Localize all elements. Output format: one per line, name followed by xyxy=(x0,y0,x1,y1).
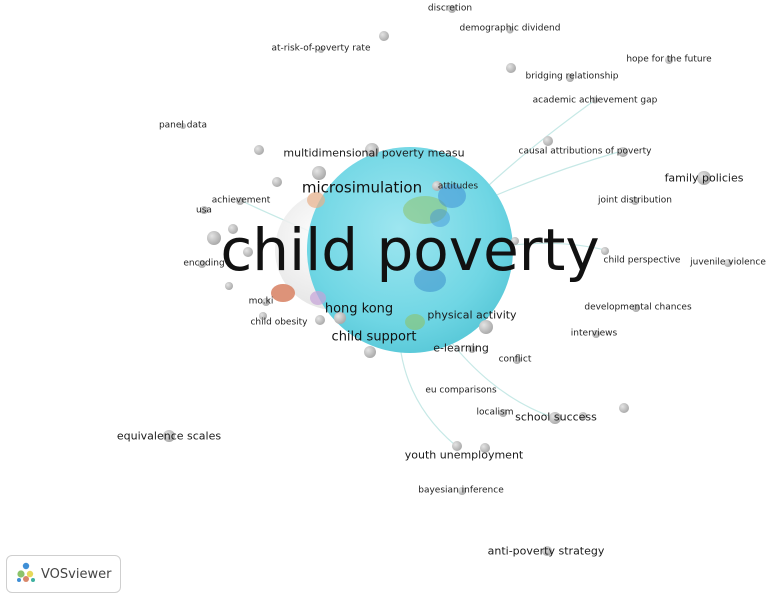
term-node xyxy=(207,231,221,245)
term-node xyxy=(163,430,175,442)
term-label[interactable]: multidimensional poverty measu xyxy=(283,146,465,160)
term-label[interactable]: physical activity xyxy=(427,308,517,322)
term-node xyxy=(198,260,206,268)
term-node xyxy=(479,320,493,334)
term-node xyxy=(619,403,629,413)
term-node xyxy=(542,546,552,556)
gray-nodes xyxy=(163,5,732,556)
blue-cluster-node xyxy=(430,209,450,227)
term-node xyxy=(618,147,628,157)
term-label[interactable]: panel data xyxy=(158,120,208,131)
term-node xyxy=(724,259,732,267)
term-node xyxy=(243,247,253,257)
blue-cluster-node xyxy=(414,268,446,292)
term-node xyxy=(631,197,639,205)
term-label[interactable]: mo.ki xyxy=(248,296,274,307)
term-node xyxy=(259,312,267,320)
term-label[interactable]: attitudes xyxy=(437,181,479,192)
term-node xyxy=(506,63,516,73)
term-label[interactable]: child obesity xyxy=(250,317,308,328)
term-label[interactable]: eu comparisons xyxy=(425,385,497,396)
term-label[interactable]: youth unemployment xyxy=(404,448,524,462)
term-label[interactable]: demographic dividend xyxy=(459,23,561,34)
vosviewer-logo-icon xyxy=(16,561,36,587)
term-node xyxy=(591,96,599,104)
term-node xyxy=(601,247,609,255)
blue-cluster-node xyxy=(438,184,466,208)
term-node xyxy=(334,312,346,324)
term-node xyxy=(697,171,711,185)
term-node xyxy=(511,237,519,245)
term-node xyxy=(499,409,507,417)
term-label[interactable]: bayesian inference xyxy=(418,485,504,496)
brand-label: VOSviewer xyxy=(41,566,112,582)
term-node xyxy=(228,224,238,234)
term-label[interactable]: at-risk-of-poverty rate xyxy=(271,43,371,54)
term-label[interactable]: child perspective xyxy=(603,255,681,266)
term-node xyxy=(513,356,521,364)
term-node xyxy=(432,181,442,191)
term-node xyxy=(379,31,389,41)
term-node xyxy=(364,346,376,358)
term-label[interactable]: hong kong xyxy=(324,301,394,317)
term-label[interactable]: bridging relationship xyxy=(525,71,619,82)
term-node xyxy=(254,145,264,155)
term-node xyxy=(225,282,233,290)
term-node xyxy=(468,345,476,353)
term-node xyxy=(236,197,244,205)
term-node xyxy=(180,123,186,129)
term-node xyxy=(506,26,514,34)
term-node xyxy=(200,206,208,214)
term-label[interactable]: discretion xyxy=(427,3,473,14)
term-label[interactable]: family policies xyxy=(664,171,744,185)
term-node xyxy=(458,487,466,495)
term-label[interactable]: juvenile violence xyxy=(690,257,766,268)
term-node xyxy=(448,5,456,13)
term-node xyxy=(312,166,326,180)
term-label[interactable]: conflict xyxy=(498,354,532,365)
term-node xyxy=(315,315,325,325)
green-cluster-node xyxy=(405,314,425,330)
term-node xyxy=(262,298,270,306)
term-label[interactable]: localism xyxy=(476,407,514,418)
vosviewer-brand-badge[interactable]: VOSviewer xyxy=(6,555,121,593)
term-node xyxy=(566,74,574,82)
inner-cluster-blobs xyxy=(271,184,466,330)
term-node xyxy=(665,56,673,64)
main-term-label[interactable]: child poverty xyxy=(220,216,600,284)
green-cluster-node xyxy=(403,196,447,224)
term-label[interactable]: encoding xyxy=(183,258,225,269)
purple-cluster-node xyxy=(310,291,326,305)
term-node xyxy=(579,412,587,420)
term-label[interactable]: equivalence scales xyxy=(116,429,222,443)
term-label[interactable]: developmental chances xyxy=(584,302,692,313)
term-node xyxy=(318,47,324,53)
term-label[interactable]: achievement xyxy=(211,195,271,206)
term-node xyxy=(452,441,462,451)
term-label[interactable]: hope for the future xyxy=(626,54,712,65)
term-label[interactable]: causal attributions of poverty xyxy=(518,146,652,157)
term-label[interactable]: microsimulation xyxy=(301,178,423,197)
term-label[interactable]: child support xyxy=(331,329,417,345)
term-label[interactable]: usa xyxy=(196,205,212,216)
term-node xyxy=(272,177,282,187)
term-node xyxy=(632,304,640,312)
term-node xyxy=(543,136,553,146)
term-label[interactable]: e-learning xyxy=(433,341,489,355)
term-label[interactable]: school success xyxy=(515,410,597,424)
term-node xyxy=(365,143,379,157)
orange-cluster-node xyxy=(271,284,295,302)
term-label[interactable]: interviews xyxy=(570,328,618,339)
term-node xyxy=(480,443,490,453)
term-node xyxy=(592,330,600,338)
term-label[interactable]: joint distribution xyxy=(598,195,672,206)
term-label[interactable]: academic achievement gap xyxy=(532,95,658,106)
orange-cluster-node xyxy=(307,192,325,208)
term-node xyxy=(549,412,561,424)
term-label[interactable]: anti-poverty strategy xyxy=(487,544,605,558)
